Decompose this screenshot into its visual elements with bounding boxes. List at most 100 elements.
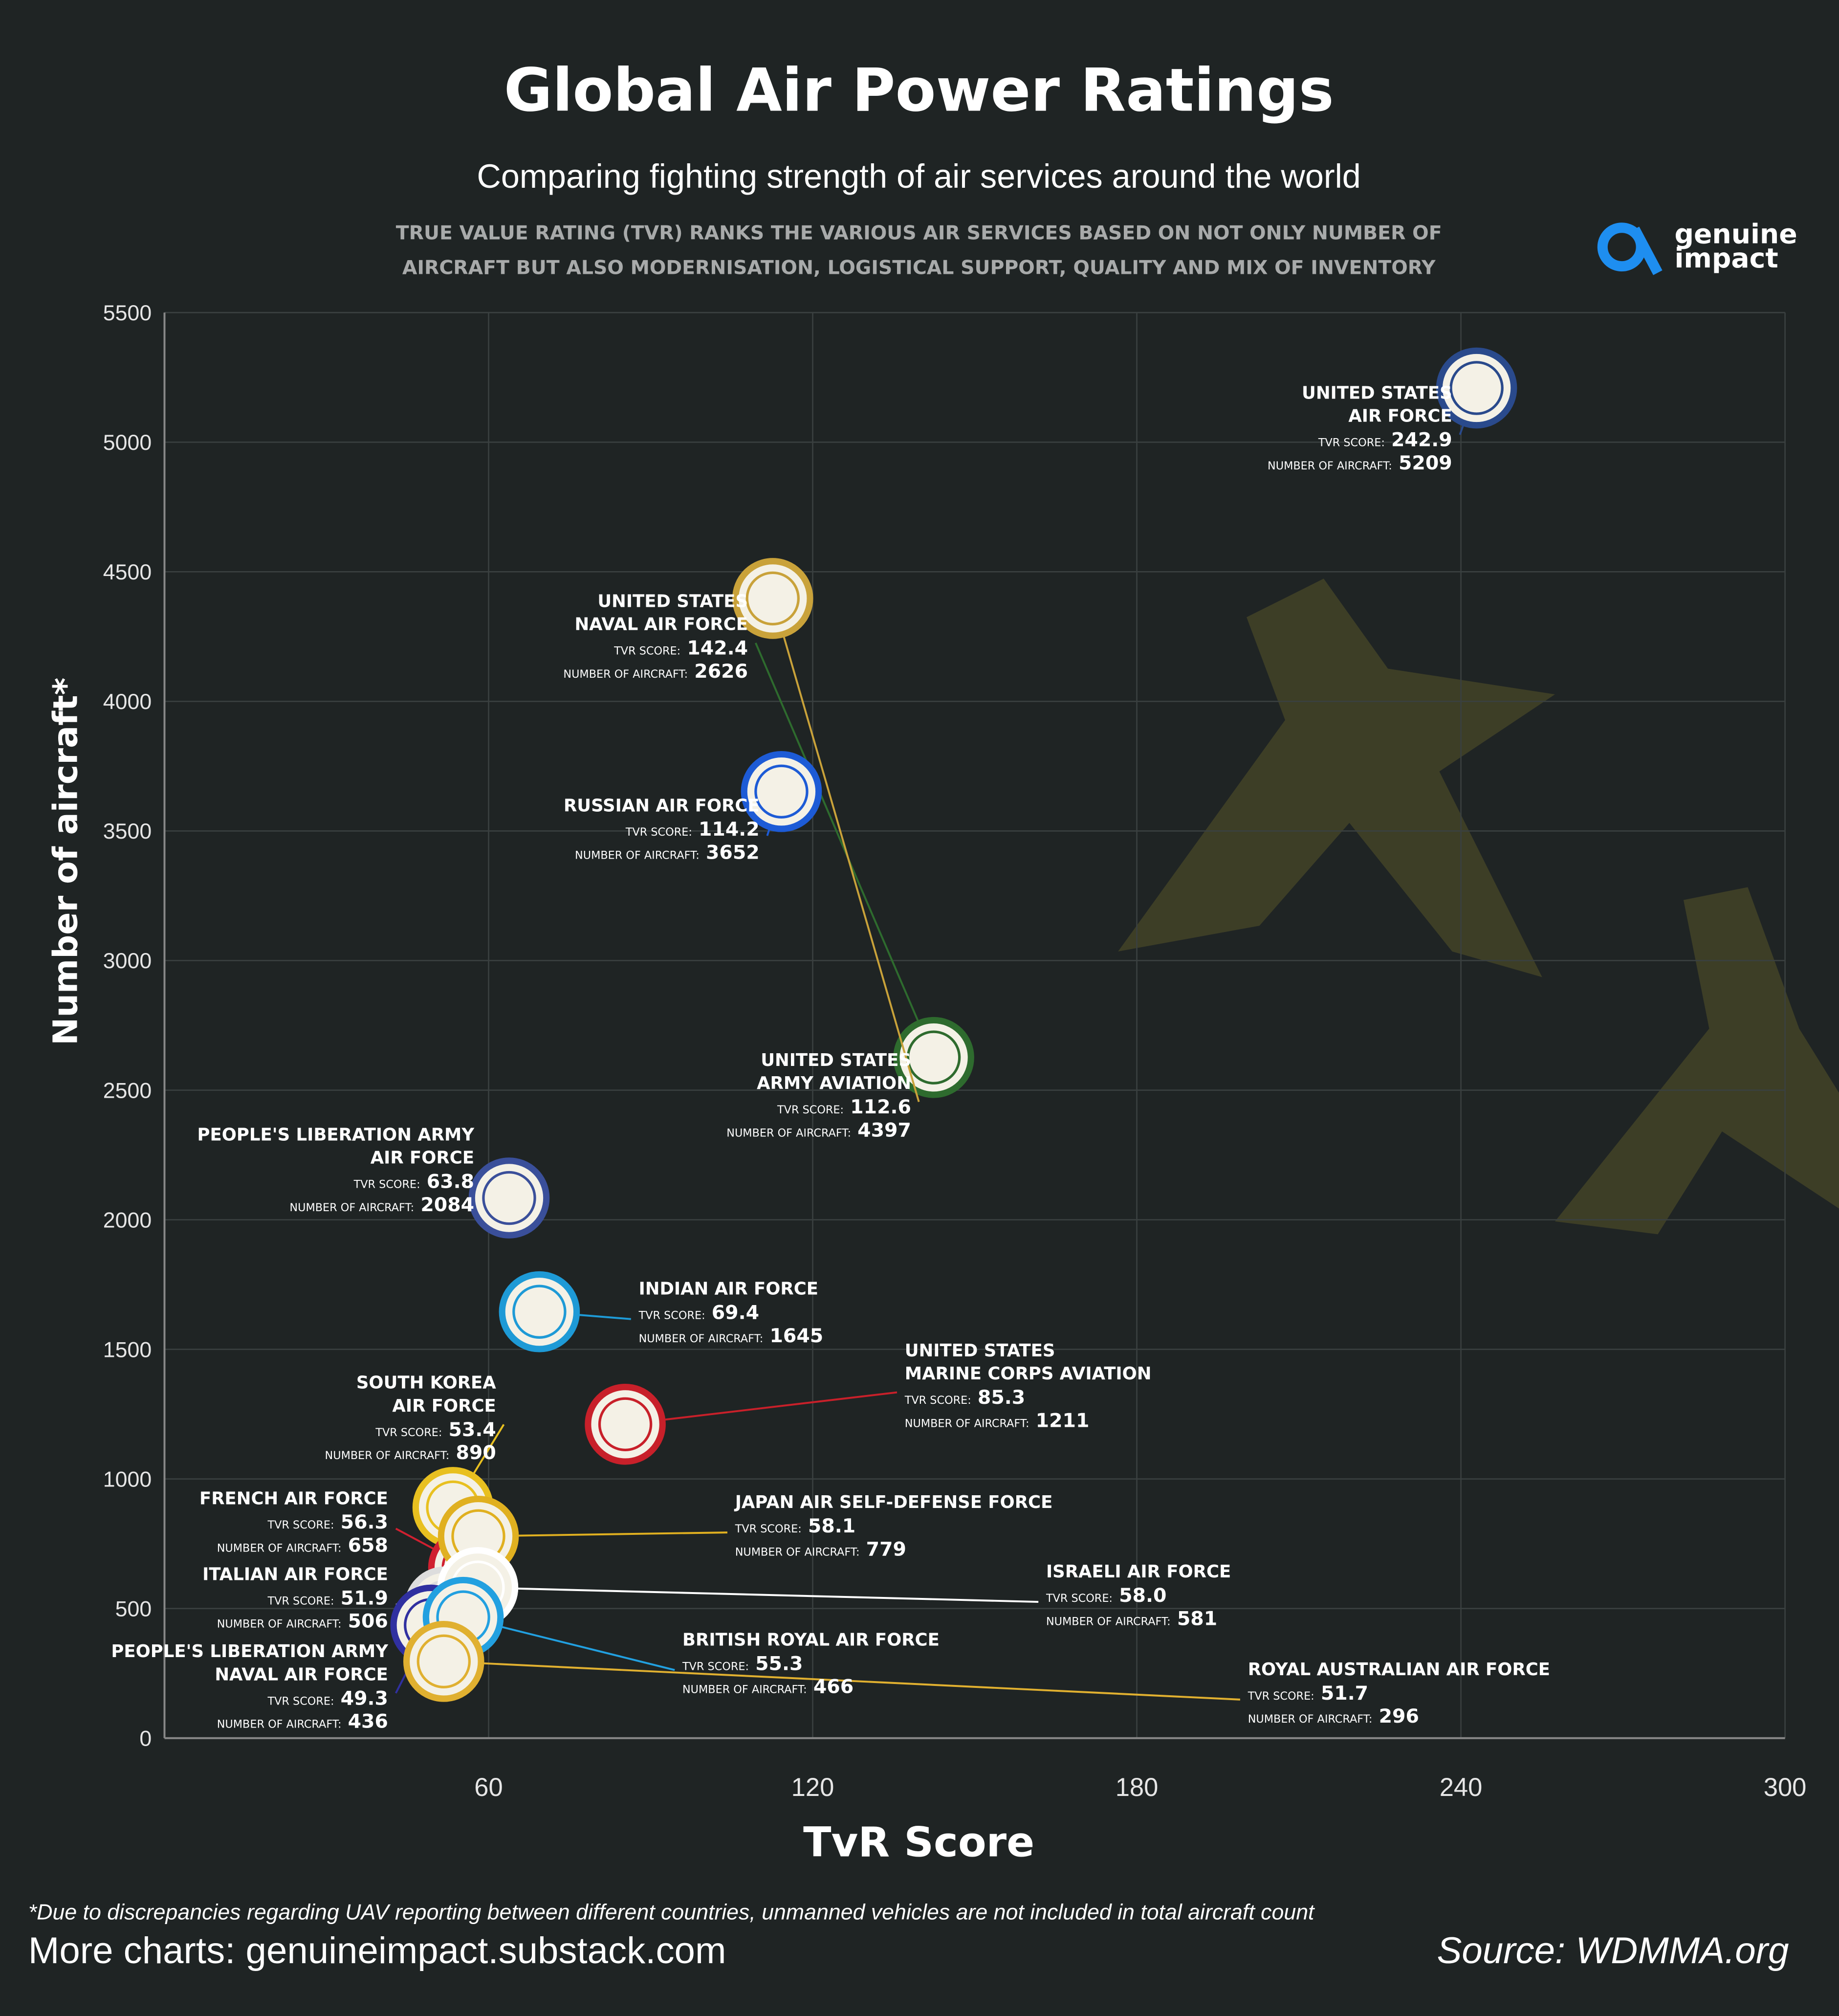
point-value-line: NUMBER OF AIRCRAFT: 1211 [905,1410,1090,1432]
leader-line [771,598,920,1102]
point-value-line: NUMBER OF AIRCRAFT: 436 [217,1710,388,1733]
value-label: 506 [348,1610,388,1633]
value-label: 85.3 [978,1386,1025,1409]
point-name: MARINE CORPS AVIATION [905,1364,1152,1384]
point-name: RUSSIAN AIR FORCE [564,796,760,816]
points [390,347,1517,1702]
y-tick-label: 5000 [103,431,152,455]
footnote: *Due to discrepancies regarding UAV repo… [28,1900,1315,1924]
field-label: TVR SCORE: [777,1104,844,1116]
value-label: 4397 [857,1119,911,1141]
value-label: 779 [866,1538,906,1560]
field-label: TVR SCORE: [267,1695,334,1707]
leader-line [625,1391,898,1425]
point-ring [512,1285,567,1339]
point-name: PEOPLE'S LIBERATION ARMY [197,1125,475,1145]
x-tick-label: 60 [474,1773,503,1802]
leader-line [478,1531,728,1537]
point-name: AIR FORCE [371,1148,474,1168]
point-ring [416,1634,471,1689]
x-tick-label: 120 [791,1773,834,1802]
point-value-line: TVR SCORE: 51.9 [267,1587,388,1609]
value-label: 658 [348,1534,388,1557]
point-name: NAVAL AIR FORCE [574,615,748,635]
value-label: 436 [348,1710,388,1733]
point-value-line: TVR SCORE: 85.3 [904,1386,1025,1409]
point-value-line: NUMBER OF AIRCRAFT: 890 [325,1441,496,1464]
y-tick-label: 1500 [103,1338,152,1362]
point-name: ITALIAN AIR FORCE [202,1564,388,1584]
point-value-line: TVR SCORE: 55.3 [682,1652,803,1675]
y-tick-label: 3500 [103,820,152,843]
point-name: ROYAL AUSTRALIAN AIR FORCE [1248,1660,1550,1680]
point-name: FRENCH AIR FORCE [199,1488,388,1508]
more-charts: More charts: genuineimpact.substack.com [28,1930,726,1972]
point-value-line: NUMBER OF AIRCRAFT: 5209 [1268,452,1452,474]
y-tick-label: 3000 [103,949,152,973]
field-label: TVR SCORE: [353,1178,420,1191]
field-label: NUMBER OF AIRCRAFT: [325,1449,450,1462]
field-label: TVR SCORE: [267,1519,334,1531]
y-tick-label: 2000 [103,1208,152,1232]
field-label: NUMBER OF AIRCRAFT: [905,1418,1029,1430]
logo-text: genuine [1674,219,1797,250]
field-label: TVR SCORE: [904,1394,971,1407]
field-label: NUMBER OF AIRCRAFT: [1046,1615,1171,1628]
y-axis-label: Number of aircraft* [47,678,86,1045]
point-value-line: NUMBER OF AIRCRAFT: 658 [217,1534,388,1557]
value-label: 2084 [420,1194,474,1216]
y-tick-label: 4500 [103,560,152,584]
field-label: TVR SCORE: [267,1595,334,1607]
point-value-line: TVR SCORE: 242.9 [1318,429,1452,451]
point-value-line: TVR SCORE: 63.8 [353,1171,474,1193]
value-label: 63.8 [427,1171,474,1193]
chart-title: Global Air Power Ratings [504,56,1334,125]
field-label: NUMBER OF AIRCRAFT: [1268,460,1392,472]
value-label: 55.3 [755,1652,803,1675]
field-label: NUMBER OF AIRCRAFT: [682,1684,807,1696]
point-name: ARMY AVIATION [757,1073,911,1093]
field-label: NUMBER OF AIRCRAFT: [217,1542,342,1555]
point-name: UNITED STATES [1302,383,1452,403]
value-label: 2626 [694,660,748,683]
point-name: UNITED STATES [905,1341,1055,1361]
point-value-line: TVR SCORE: 142.4 [613,637,748,660]
point-ring [754,764,809,819]
point-name: NAVAL AIR FORCE [215,1664,388,1684]
y-tick-label: 1000 [103,1467,152,1491]
chart-subtitle: Comparing fighting strength of air servi… [477,158,1361,195]
point-value-line: NUMBER OF AIRCRAFT: 506 [217,1610,388,1633]
value-label: 1211 [1036,1410,1090,1432]
value-label: 581 [1177,1607,1217,1630]
point-ring [1449,361,1504,415]
point-name: INDIAN AIR FORCE [639,1279,818,1299]
field-label: NUMBER OF AIRCRAFT: [217,1718,342,1731]
logo-text: impact [1674,243,1778,274]
point-name: ISRAELI AIR FORCE [1046,1562,1231,1582]
value-label: 114.2 [699,818,760,841]
point-name: AIR FORCE [392,1396,496,1416]
field-label: TVR SCORE: [735,1523,802,1535]
point-ring [598,1397,653,1452]
field-label: TVR SCORE: [1248,1690,1314,1703]
point-name: PEOPLE'S LIBERATION ARMY [111,1641,389,1662]
point-value-line: TVR SCORE: 69.4 [638,1302,759,1324]
point-value-line: NUMBER OF AIRCRAFT: 4397 [726,1119,911,1141]
point-value-line: NUMBER OF AIRCRAFT: 2084 [289,1194,474,1216]
point-value-line: TVR SCORE: 56.3 [267,1511,388,1533]
point-value-line: NUMBER OF AIRCRAFT: 3652 [575,842,760,864]
value-label: 142.4 [687,637,748,660]
value-label: 49.3 [341,1687,388,1709]
field-label: NUMBER OF AIRCRAFT: [563,668,688,681]
description: TRUE VALUE RATING (TVR) RANKS THE VARIOU… [396,222,1442,244]
value-label: 1645 [769,1325,823,1347]
field-label: TVR SCORE: [638,1309,705,1322]
value-label: 3652 [706,842,760,864]
value-label: 112.6 [850,1096,911,1118]
leader-line [478,1586,1039,1603]
field-label: NUMBER OF AIRCRAFT: [726,1127,851,1139]
logo-icon [1630,226,1663,275]
